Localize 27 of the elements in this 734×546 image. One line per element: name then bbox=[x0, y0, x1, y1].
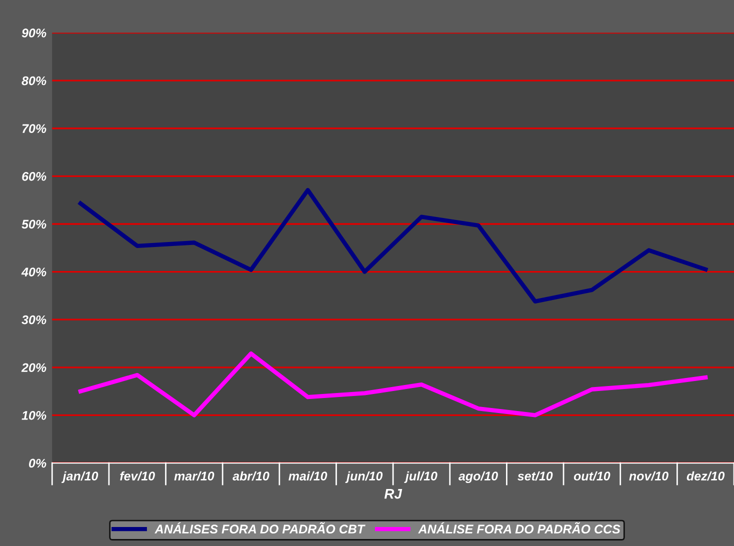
line-series bbox=[78, 351, 708, 418]
y-tick-label: 20% bbox=[21, 363, 46, 372]
x-tick-label: nov/10 bbox=[629, 471, 668, 481]
y-tick-label: 10% bbox=[22, 411, 46, 420]
y-tick-label: 0% bbox=[29, 458, 46, 468]
x-tick-label: set/10 bbox=[518, 471, 553, 481]
x-tick-label: out/10 bbox=[574, 471, 610, 481]
legend-label: ANÁLISES FORA DO PADRÃO CBT bbox=[154, 522, 366, 534]
y-tick-label: 90% bbox=[22, 28, 46, 38]
x-tick-label: abr/10 bbox=[232, 471, 270, 481]
y-tick-label: 50% bbox=[22, 220, 46, 229]
legend-label: ANÁLISE FORA DO PADRÃO CCS bbox=[418, 522, 620, 534]
x-tick-label: dez/10 bbox=[686, 471, 725, 481]
x-tick-label: jun/10 bbox=[345, 471, 383, 483]
y-tick-label: 40% bbox=[21, 268, 46, 276]
line-series bbox=[78, 188, 708, 304]
x-tick-label: mai/10 bbox=[288, 471, 328, 481]
y-tick-label: 60% bbox=[22, 172, 46, 181]
y-tick-label: 80% bbox=[22, 76, 46, 86]
x-axis-title: RJ bbox=[384, 489, 402, 499]
x-tick-label: jul/10 bbox=[404, 471, 438, 483]
x-tick-label: ago/10 bbox=[458, 471, 498, 483]
x-tick-label: mar/10 bbox=[174, 471, 214, 481]
y-tick-label: 70% bbox=[22, 124, 46, 134]
x-tick-label: fev/10 bbox=[120, 471, 155, 481]
x-tick-label: jan/10 bbox=[61, 471, 98, 483]
y-tick-label: 30% bbox=[22, 315, 46, 324]
